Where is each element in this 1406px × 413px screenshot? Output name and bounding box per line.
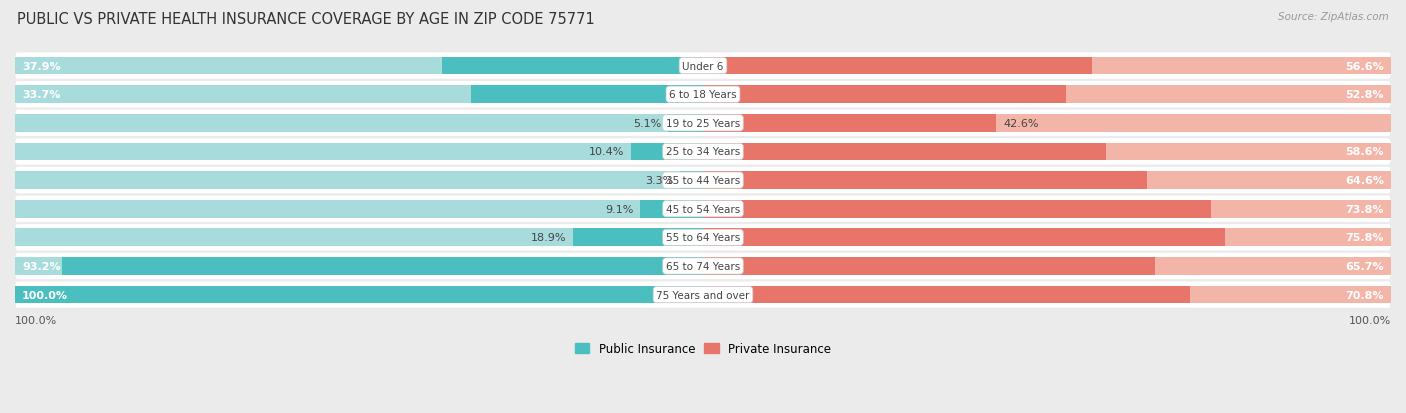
Text: 64.6%: 64.6% <box>1346 176 1384 186</box>
Bar <box>471 86 703 104</box>
Bar <box>703 200 1391 218</box>
Text: 52.8%: 52.8% <box>1346 90 1384 100</box>
FancyBboxPatch shape <box>15 282 1391 308</box>
Text: 70.8%: 70.8% <box>1346 290 1384 300</box>
Text: 93.2%: 93.2% <box>22 261 60 271</box>
Bar <box>703 229 1391 247</box>
Text: 35 to 44 Years: 35 to 44 Years <box>666 176 740 186</box>
Bar <box>15 86 703 104</box>
Text: 10.4%: 10.4% <box>589 147 624 157</box>
Text: 5.1%: 5.1% <box>633 119 661 128</box>
Text: 33.7%: 33.7% <box>22 90 60 100</box>
Text: 75.8%: 75.8% <box>1346 233 1384 243</box>
Bar <box>443 57 703 75</box>
Text: 55 to 64 Years: 55 to 64 Years <box>666 233 740 243</box>
Text: 6 to 18 Years: 6 to 18 Years <box>669 90 737 100</box>
Bar <box>703 229 1225 247</box>
FancyBboxPatch shape <box>15 225 1391 251</box>
Bar <box>62 257 703 275</box>
Bar <box>15 57 703 75</box>
Bar <box>703 143 1107 161</box>
Bar <box>703 115 995 133</box>
Bar <box>15 143 703 161</box>
FancyBboxPatch shape <box>15 53 1391 80</box>
Text: 42.6%: 42.6% <box>1002 119 1039 128</box>
Bar <box>703 172 1147 190</box>
Bar <box>15 286 703 304</box>
Bar <box>703 115 1391 133</box>
FancyBboxPatch shape <box>15 168 1391 194</box>
Text: 37.9%: 37.9% <box>22 62 60 71</box>
Text: 18.9%: 18.9% <box>530 233 567 243</box>
Text: 100.0%: 100.0% <box>15 315 58 325</box>
Bar <box>681 172 703 190</box>
Text: Source: ZipAtlas.com: Source: ZipAtlas.com <box>1278 12 1389 22</box>
Bar <box>15 257 703 275</box>
Text: 65.7%: 65.7% <box>1346 261 1384 271</box>
Bar <box>15 172 703 190</box>
Bar <box>703 57 1092 75</box>
Bar <box>640 200 703 218</box>
Bar <box>15 200 703 218</box>
Text: 100.0%: 100.0% <box>1348 315 1391 325</box>
Text: 9.1%: 9.1% <box>605 204 634 214</box>
Bar <box>15 286 703 304</box>
Bar <box>703 57 1391 75</box>
Bar <box>15 229 703 247</box>
Legend: Public Insurance, Private Insurance: Public Insurance, Private Insurance <box>571 337 835 360</box>
FancyBboxPatch shape <box>15 139 1391 165</box>
Bar <box>703 200 1211 218</box>
Bar <box>15 115 703 133</box>
Text: 58.6%: 58.6% <box>1346 147 1384 157</box>
Bar <box>703 286 1189 304</box>
Bar <box>703 257 1154 275</box>
Text: 65 to 74 Years: 65 to 74 Years <box>666 261 740 271</box>
Text: 100.0%: 100.0% <box>22 290 67 300</box>
Text: 56.6%: 56.6% <box>1346 62 1384 71</box>
Text: 3.3%: 3.3% <box>645 176 673 186</box>
FancyBboxPatch shape <box>15 82 1391 108</box>
Bar <box>703 86 1391 104</box>
Bar <box>668 115 703 133</box>
Bar <box>703 143 1391 161</box>
FancyBboxPatch shape <box>15 110 1391 137</box>
Text: PUBLIC VS PRIVATE HEALTH INSURANCE COVERAGE BY AGE IN ZIP CODE 75771: PUBLIC VS PRIVATE HEALTH INSURANCE COVER… <box>17 12 595 27</box>
FancyBboxPatch shape <box>15 253 1391 280</box>
Bar <box>703 286 1391 304</box>
Bar <box>703 257 1391 275</box>
Text: 25 to 34 Years: 25 to 34 Years <box>666 147 740 157</box>
Bar <box>703 172 1391 190</box>
Text: Under 6: Under 6 <box>682 62 724 71</box>
Text: 73.8%: 73.8% <box>1346 204 1384 214</box>
Text: 75 Years and over: 75 Years and over <box>657 290 749 300</box>
Text: 19 to 25 Years: 19 to 25 Years <box>666 119 740 128</box>
Bar <box>631 143 703 161</box>
Bar <box>574 229 703 247</box>
FancyBboxPatch shape <box>15 196 1391 222</box>
Bar <box>703 86 1066 104</box>
Text: 45 to 54 Years: 45 to 54 Years <box>666 204 740 214</box>
